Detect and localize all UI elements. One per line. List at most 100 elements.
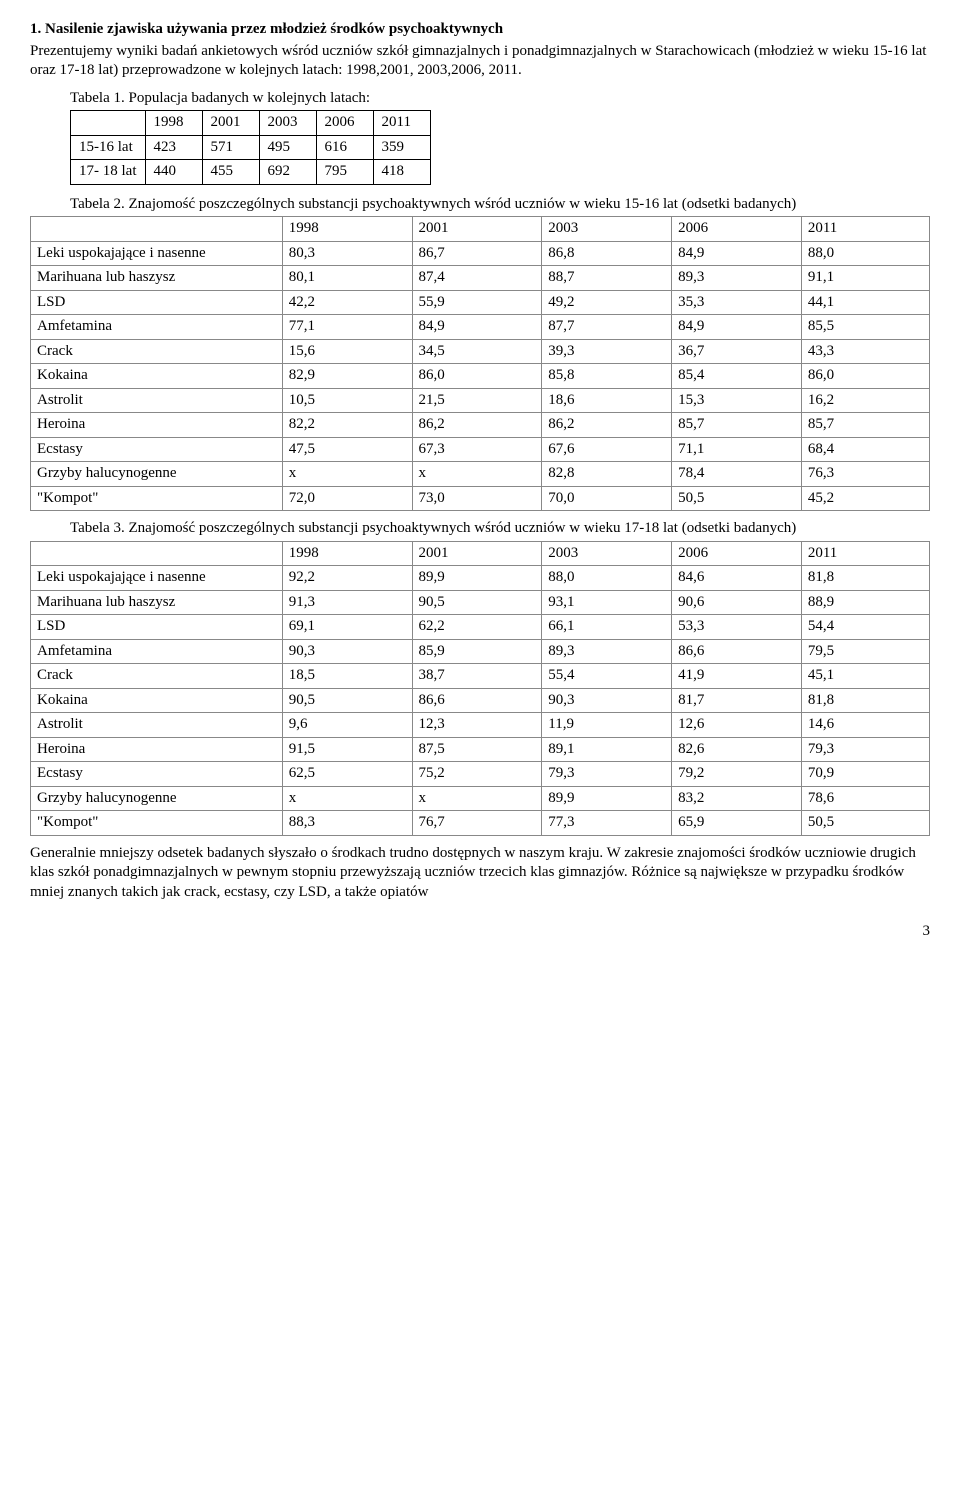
table-cell: 79,3: [542, 762, 672, 787]
table-cell: Grzyby halucynogenne: [31, 786, 283, 811]
table-cell: 50,5: [801, 811, 929, 836]
table-cell: 82,6: [672, 737, 802, 762]
table-row: "Kompot"72,073,070,050,545,2: [31, 486, 930, 511]
table-cell: 66,1: [542, 615, 672, 640]
table-cell: 70,9: [801, 762, 929, 787]
table-cell: 84,6: [672, 566, 802, 591]
table-header-cell: 2011: [373, 111, 430, 136]
table-cell: Marihuana lub haszysz: [31, 266, 283, 291]
table-row: Grzyby halucynogennexx82,878,476,3: [31, 462, 930, 487]
table-cell: 15-16 lat: [71, 135, 146, 160]
table-cell: 692: [259, 160, 316, 185]
table-cell: 85,7: [672, 413, 802, 438]
table-cell: 17- 18 lat: [71, 160, 146, 185]
table-row: 17- 18 lat440455692795418: [71, 160, 431, 185]
table-cell: 88,7: [542, 266, 672, 291]
table-cell: 88,9: [801, 590, 929, 615]
table-cell: 79,5: [801, 639, 929, 664]
table-cell: 78,6: [801, 786, 929, 811]
table-cell: 78,4: [672, 462, 802, 487]
table-cell: 43,3: [801, 339, 929, 364]
table-cell: "Kompot": [31, 486, 283, 511]
table-cell: 76,7: [412, 811, 542, 836]
table-cell: 42,2: [282, 290, 412, 315]
table-cell: 82,2: [282, 413, 412, 438]
table-cell: 359: [373, 135, 430, 160]
table-cell: 89,3: [672, 266, 802, 291]
table-cell: 616: [316, 135, 373, 160]
table3-caption: Tabela 3. Znajomość poszczególnych subst…: [70, 519, 930, 539]
closing-paragraph: Generalnie mniejszy odsetek badanych sły…: [30, 844, 930, 903]
table-cell: 87,4: [412, 266, 542, 291]
table-cell: 53,3: [672, 615, 802, 640]
table-cell: 21,5: [412, 388, 542, 413]
table-cell: 79,2: [672, 762, 802, 787]
table-header-cell: 2006: [672, 541, 802, 566]
table-cell: 90,5: [412, 590, 542, 615]
table-cell: 41,9: [672, 664, 802, 689]
table-cell: 81,7: [672, 688, 802, 713]
table1: 1998200120032006201115-16 lat42357149561…: [70, 110, 431, 185]
table-cell: 88,0: [542, 566, 672, 591]
table-cell: 89,9: [412, 566, 542, 591]
table-cell: 49,2: [542, 290, 672, 315]
table-row: LSD42,255,949,235,344,1: [31, 290, 930, 315]
table-cell: 55,9: [412, 290, 542, 315]
section-heading: 1. Nasilenie zjawiska używania przez mło…: [30, 20, 930, 40]
table-header-cell: [71, 111, 146, 136]
table-cell: Heroina: [31, 413, 283, 438]
table-cell: Grzyby halucynogenne: [31, 462, 283, 487]
table-cell: Leki uspokajające i nasenne: [31, 566, 283, 591]
table-cell: 86,2: [542, 413, 672, 438]
table-cell: 47,5: [282, 437, 412, 462]
table-cell: 90,5: [282, 688, 412, 713]
table-cell: 80,3: [282, 241, 412, 266]
table-row: Heroina91,587,589,182,679,3: [31, 737, 930, 762]
table-cell: 495: [259, 135, 316, 160]
table-cell: 15,3: [672, 388, 802, 413]
table-cell: 84,9: [412, 315, 542, 340]
table-cell: 90,6: [672, 590, 802, 615]
table-cell: Kokaina: [31, 364, 283, 389]
table-cell: 79,3: [801, 737, 929, 762]
table-cell: Crack: [31, 664, 283, 689]
table-cell: 69,1: [282, 615, 412, 640]
table-header-cell: 2003: [542, 217, 672, 242]
table-header-cell: 2011: [801, 217, 929, 242]
table-cell: 76,3: [801, 462, 929, 487]
table-cell: 85,4: [672, 364, 802, 389]
table-cell: 86,0: [801, 364, 929, 389]
table-cell: 89,1: [542, 737, 672, 762]
table-cell: 80,1: [282, 266, 412, 291]
table-cell: 86,7: [412, 241, 542, 266]
table-cell: 84,9: [672, 315, 802, 340]
table-header-cell: 1998: [282, 541, 412, 566]
table-cell: x: [282, 462, 412, 487]
table-cell: 86,0: [412, 364, 542, 389]
table-row: Grzyby halucynogennexx89,983,278,6: [31, 786, 930, 811]
table-cell: 10,5: [282, 388, 412, 413]
table-cell: Amfetamina: [31, 315, 283, 340]
table-cell: 12,6: [672, 713, 802, 738]
table-cell: 83,2: [672, 786, 802, 811]
table-row: Ecstasy47,567,367,671,168,4: [31, 437, 930, 462]
table-cell: 423: [145, 135, 202, 160]
table-cell: 70,0: [542, 486, 672, 511]
table-cell: 85,7: [801, 413, 929, 438]
table-cell: 75,2: [412, 762, 542, 787]
table-cell: 14,6: [801, 713, 929, 738]
table-cell: 440: [145, 160, 202, 185]
table-cell: 39,3: [542, 339, 672, 364]
table-row: Ecstasy62,575,279,379,270,9: [31, 762, 930, 787]
table-cell: 86,8: [542, 241, 672, 266]
table-cell: Amfetamina: [31, 639, 283, 664]
table-cell: 77,3: [542, 811, 672, 836]
table-cell: 16,2: [801, 388, 929, 413]
table-cell: 86,2: [412, 413, 542, 438]
table-cell: 90,3: [542, 688, 672, 713]
table-cell: "Kompot": [31, 811, 283, 836]
table-cell: 87,7: [542, 315, 672, 340]
intro-paragraph: Prezentujemy wyniki badań ankietowych wś…: [30, 42, 930, 81]
table-cell: 85,5: [801, 315, 929, 340]
table2-caption: Tabela 2. Znajomość poszczególnych subst…: [70, 195, 930, 215]
